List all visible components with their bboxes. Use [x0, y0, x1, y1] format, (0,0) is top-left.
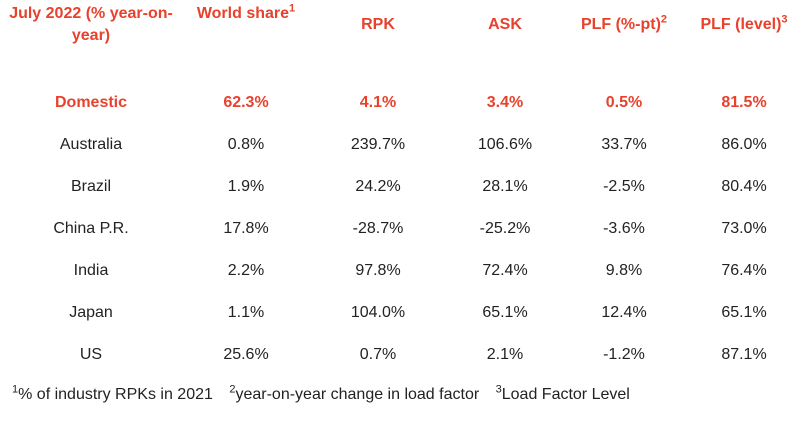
cell-plf-level: 73.0% [721, 220, 767, 237]
header-plf-level: PLF (level)3 [700, 13, 788, 33]
cell-rpk: 104.0% [350, 304, 406, 321]
cell-plf-pt: 33.7% [601, 136, 647, 153]
cell-rpk: 239.7% [350, 136, 406, 153]
cell-ask: 106.6% [477, 136, 533, 153]
cell-world-share: 25.6% [223, 346, 269, 363]
cell-ask: -25.2% [479, 220, 531, 237]
cell-ask: 2.1% [486, 346, 524, 363]
cell-plf-level: 65.1% [721, 304, 767, 321]
row-label: Domestic [54, 94, 128, 111]
traffic-table: July 2022 (% year-on-year) World share1 … [0, 0, 804, 376]
cell-world-share: 1.9% [227, 178, 265, 195]
table-row: Japan 1.1% 104.0% 65.1% 12.4% 65.1% [0, 292, 804, 334]
cell-plf-pt: 12.4% [601, 304, 647, 321]
row-label: Japan [69, 304, 113, 321]
table-row: Brazil 1.9% 24.2% 28.1% -2.5% 80.4% [0, 166, 804, 208]
table-row: China P.R. 17.8% -28.7% -25.2% -3.6% 73.… [0, 208, 804, 250]
cell-plf-level: 80.4% [721, 178, 767, 195]
cell-rpk: 24.2% [355, 178, 401, 195]
table-row-domestic: Domestic 62.3% 4.1% 3.4% 0.5% 81.5% [0, 82, 804, 124]
footnotes: 1% of industry RPKs in 2021 2year-on-yea… [12, 383, 642, 404]
row-label: China P.R. [53, 220, 129, 237]
cell-world-share: 62.3% [223, 94, 269, 111]
cell-plf-pt: -3.6% [603, 220, 645, 237]
header-rpk: RPK [361, 16, 395, 33]
cell-plf-level: 76.4% [721, 262, 767, 279]
header-world-share: World share1 [196, 2, 296, 22]
row-label: Brazil [70, 178, 111, 195]
footnote-3: 3Load Factor Level [495, 383, 630, 403]
cell-plf-level: 81.5% [721, 94, 767, 111]
cell-rpk: 97.8% [355, 262, 401, 279]
row-label: US [79, 346, 103, 363]
footnote-2: 2year-on-year change in load factor [229, 383, 480, 403]
cell-plf-level: 86.0% [721, 136, 767, 153]
cell-rpk: 4.1% [359, 94, 397, 111]
table-row: US 25.6% 0.7% 2.1% -1.2% 87.1% [0, 334, 804, 376]
cell-ask: 72.4% [482, 262, 528, 279]
cell-world-share: 2.2% [227, 262, 265, 279]
cell-rpk: 0.7% [359, 346, 397, 363]
cell-plf-pt: -2.5% [603, 178, 645, 195]
row-label: Australia [59, 136, 123, 153]
cell-plf-pt: 0.5% [605, 94, 643, 111]
cell-world-share: 0.8% [227, 136, 265, 153]
header-plf-pt: PLF (%-pt)2 [580, 13, 668, 33]
cell-ask: 3.4% [486, 94, 524, 111]
cell-ask: 28.1% [482, 178, 528, 195]
traffic-table-container: July 2022 (% year-on-year) World share1 … [0, 0, 804, 376]
cell-plf-pt: 9.8% [605, 262, 643, 279]
cell-rpk: -28.7% [352, 220, 404, 237]
header-ask: ASK [488, 16, 522, 33]
cell-plf-level: 87.1% [721, 346, 767, 363]
cell-ask: 65.1% [482, 304, 528, 321]
footnote-1: 1% of industry RPKs in 2021 [12, 383, 213, 403]
table-row: India 2.2% 97.8% 72.4% 9.8% 76.4% [0, 250, 804, 292]
cell-plf-pt: -1.2% [603, 346, 645, 363]
table-row: Australia 0.8% 239.7% 106.6% 33.7% 86.0% [0, 124, 804, 166]
row-label: India [73, 262, 109, 279]
cell-world-share: 17.8% [223, 220, 269, 237]
header-period: July 2022 (% year-on-year) [9, 5, 173, 44]
cell-world-share: 1.1% [227, 304, 265, 321]
table-header-row: July 2022 (% year-on-year) World share1 … [0, 0, 804, 82]
